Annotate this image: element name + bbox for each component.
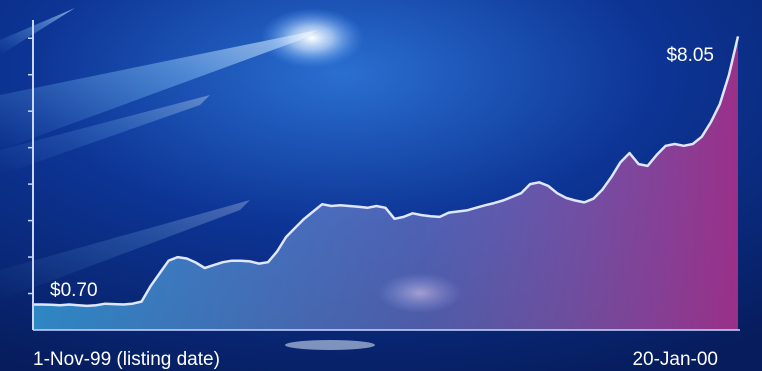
- y-axis: [28, 20, 34, 330]
- y-axis-ticks: [28, 37, 33, 295]
- start-value-label: $0.70: [50, 280, 98, 301]
- end-value-label: $8.05: [666, 45, 714, 66]
- price-area: [33, 36, 738, 331]
- price-line: [33, 36, 740, 308]
- x-axis-start-label: 1-Nov-99 (listing date): [33, 349, 220, 370]
- plot-area: [33, 36, 740, 331]
- x-axis-end-label: 20-Jan-00: [632, 349, 718, 370]
